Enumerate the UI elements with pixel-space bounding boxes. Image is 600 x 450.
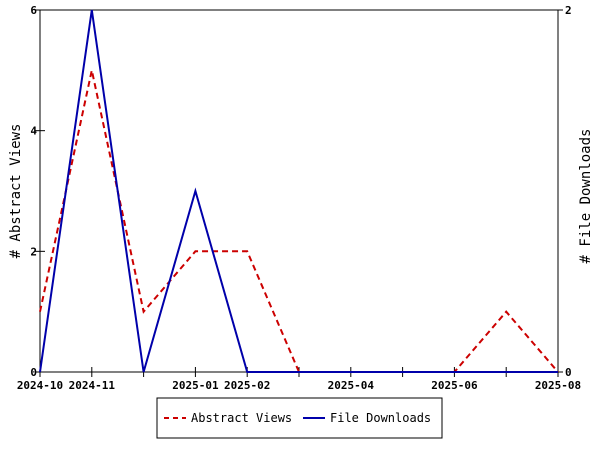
series-line-abstract-views <box>39 70 559 373</box>
y-right-tick-label: 0 <box>565 366 572 379</box>
plot-area <box>39 9 559 373</box>
y-axis-right-label: # File Downloads <box>578 129 594 264</box>
legend: Abstract Views File Downloads <box>156 397 443 439</box>
legend-label-file-downloads: File Downloads <box>330 411 431 425</box>
y-left-tick-label: 0 <box>30 366 37 379</box>
x-tick-label: 2024-11 <box>69 379 116 392</box>
y-left-tick-label: 2 <box>30 245 37 258</box>
y-right-tick-label: 2 <box>565 4 572 17</box>
series-line-file-downloads <box>39 9 558 373</box>
ticks-layer: 2024-10 2024-11 2025-01 2025-02 2025-04 2025-… <box>17 4 581 392</box>
y-left-tick-label: 4 <box>30 125 37 138</box>
x-tick-label: 2025-04 <box>328 379 375 392</box>
x-tick-label: 2025-01 <box>172 379 219 392</box>
y-axis-left-label: # Abstract Views <box>8 124 24 259</box>
x-tick-label: 2024-10 <box>17 379 63 392</box>
legend-box <box>156 397 443 439</box>
legend-label-abstract-views: Abstract Views <box>191 411 292 425</box>
y-left-tick-label: 6 <box>30 4 37 17</box>
series-layer <box>39 9 559 373</box>
x-tick-label: 2025-02 <box>224 379 270 392</box>
x-tick-label: 2025-08 <box>535 379 581 392</box>
x-tick-label: 2025-06 <box>431 379 478 392</box>
